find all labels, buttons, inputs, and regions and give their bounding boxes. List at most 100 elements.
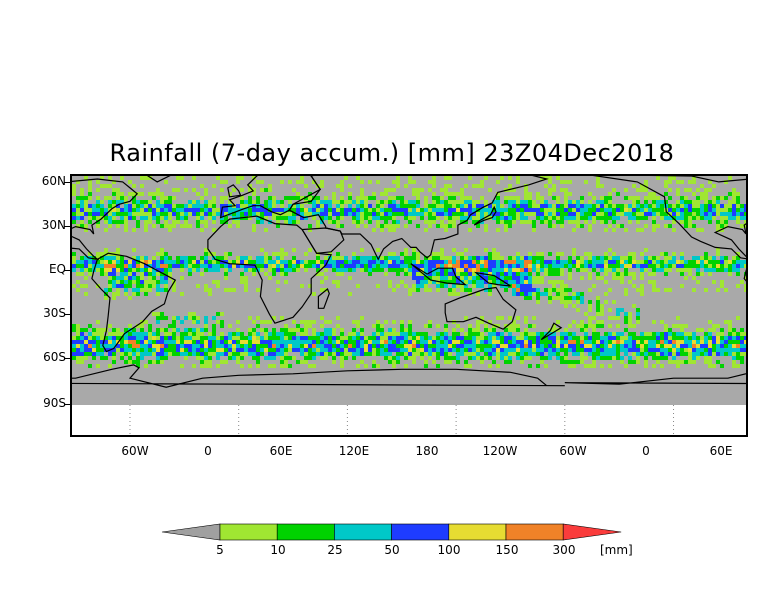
rain-cell bbox=[432, 260, 436, 264]
rain-cell bbox=[704, 332, 708, 336]
rain-cell bbox=[460, 216, 464, 220]
rain-cell bbox=[284, 260, 288, 264]
rain-cell bbox=[540, 280, 544, 284]
rain-cell bbox=[736, 204, 740, 208]
rain-cell bbox=[436, 204, 440, 208]
rain-cell bbox=[552, 336, 556, 340]
rain-cell bbox=[104, 184, 108, 188]
rain-cell bbox=[192, 312, 196, 316]
rain-cell bbox=[364, 212, 368, 216]
rain-cell bbox=[672, 324, 676, 328]
rain-cell bbox=[588, 208, 592, 212]
rain-cell bbox=[576, 224, 580, 228]
rain-cell bbox=[544, 208, 548, 212]
rain-cell bbox=[304, 196, 308, 200]
rain-cell bbox=[644, 352, 648, 356]
rain-cell bbox=[700, 352, 704, 356]
rain-cell bbox=[644, 216, 648, 220]
rain-cell bbox=[496, 264, 500, 268]
rain-cell bbox=[628, 360, 632, 364]
rain-cell bbox=[484, 344, 488, 348]
rain-cell bbox=[328, 212, 332, 216]
rain-cell bbox=[388, 224, 392, 228]
rain-cell bbox=[676, 216, 680, 220]
rain-cell bbox=[432, 264, 436, 268]
rain-cell bbox=[600, 204, 604, 208]
rain-cell bbox=[240, 340, 244, 344]
rain-cell bbox=[624, 320, 628, 324]
rain-cell bbox=[524, 260, 528, 264]
rain-cell bbox=[208, 288, 212, 292]
rain-cell bbox=[396, 204, 400, 208]
rain-cell bbox=[184, 344, 188, 348]
rain-cell bbox=[512, 200, 516, 204]
rain-cell bbox=[88, 268, 92, 272]
rain-cell bbox=[80, 356, 84, 360]
rain-cell bbox=[196, 328, 200, 332]
rain-cell bbox=[444, 336, 448, 340]
rain-cell bbox=[124, 348, 128, 352]
rain-cell bbox=[552, 184, 556, 188]
rain-cell bbox=[728, 352, 732, 356]
rain-cell bbox=[340, 348, 344, 352]
rain-cell bbox=[384, 332, 388, 336]
rain-cell bbox=[520, 216, 524, 220]
rain-cell bbox=[456, 192, 460, 196]
rain-cell bbox=[308, 324, 312, 328]
rain-cell bbox=[272, 196, 276, 200]
rain-cell bbox=[128, 336, 132, 340]
rain-cell bbox=[156, 352, 160, 356]
rain-cell bbox=[724, 204, 728, 208]
rain-cell bbox=[172, 204, 176, 208]
rain-cell bbox=[520, 204, 524, 208]
rain-cell bbox=[464, 348, 468, 352]
rain-cell bbox=[256, 212, 260, 216]
rain-cell bbox=[728, 264, 732, 268]
rain-cell bbox=[76, 280, 80, 284]
rain-cell bbox=[112, 340, 116, 344]
rain-cell bbox=[280, 328, 284, 332]
rain-cell bbox=[468, 176, 472, 180]
rain-cell bbox=[660, 268, 664, 272]
rain-cell bbox=[720, 344, 724, 348]
rain-cell bbox=[396, 352, 400, 356]
rain-cell bbox=[496, 344, 500, 348]
rain-cell bbox=[408, 336, 412, 340]
rain-cell bbox=[100, 204, 104, 208]
rain-cell bbox=[540, 196, 544, 200]
rain-cell bbox=[88, 348, 92, 352]
rain-cell bbox=[564, 348, 568, 352]
rain-cell bbox=[544, 356, 548, 360]
rain-cell bbox=[152, 196, 156, 200]
rain-cell bbox=[736, 352, 740, 356]
rain-cell bbox=[732, 332, 736, 336]
rain-cell bbox=[484, 356, 488, 360]
rain-cell bbox=[396, 208, 400, 212]
rain-cell bbox=[552, 280, 556, 284]
rain-cell bbox=[736, 264, 740, 268]
rain-cell bbox=[472, 208, 476, 212]
rain-cell bbox=[372, 264, 376, 268]
rain-cell bbox=[164, 272, 168, 276]
rain-cell bbox=[552, 188, 556, 192]
rain-cell bbox=[488, 188, 492, 192]
rain-cell bbox=[124, 276, 128, 280]
rain-cell bbox=[248, 268, 252, 272]
rain-cell bbox=[684, 268, 688, 272]
rain-cell bbox=[296, 208, 300, 212]
rain-cell bbox=[540, 216, 544, 220]
rain-cell bbox=[496, 260, 500, 264]
rain-cell bbox=[548, 264, 552, 268]
rain-cell bbox=[208, 332, 212, 336]
rain-cell bbox=[536, 268, 540, 272]
rain-cell bbox=[668, 340, 672, 344]
rain-cell bbox=[284, 360, 288, 364]
rain-cell bbox=[132, 204, 136, 208]
rain-cell bbox=[160, 268, 164, 272]
rain-cell bbox=[728, 340, 732, 344]
rain-cell bbox=[320, 316, 324, 320]
rain-cell bbox=[740, 356, 744, 360]
rain-cell bbox=[408, 260, 412, 264]
rain-cell bbox=[528, 268, 532, 272]
rain-cell bbox=[720, 196, 724, 200]
